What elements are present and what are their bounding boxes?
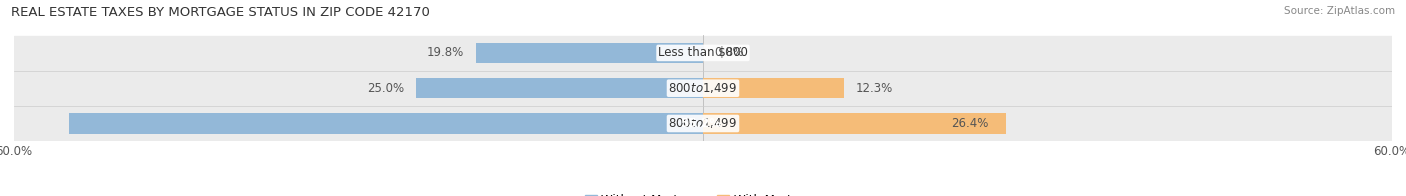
Bar [475,43,703,63]
Text: 19.8%: 19.8% [427,46,464,59]
Text: $800 to $1,499: $800 to $1,499 [668,116,738,131]
Bar [14,71,1392,105]
Bar [14,106,1392,141]
Text: REAL ESTATE TAXES BY MORTGAGE STATUS IN ZIP CODE 42170: REAL ESTATE TAXES BY MORTGAGE STATUS IN … [11,6,430,19]
Text: $800 to $1,499: $800 to $1,499 [668,81,738,95]
Text: 12.3%: 12.3% [856,82,893,95]
Text: 26.4%: 26.4% [952,117,988,130]
Bar [14,36,1392,70]
Bar [703,78,844,98]
Text: 55.2%: 55.2% [681,117,721,130]
Bar [703,113,1007,134]
Text: 0.0%: 0.0% [714,46,744,59]
Legend: Without Mortgage, With Mortgage: Without Mortgage, With Mortgage [581,189,825,196]
Text: 25.0%: 25.0% [367,82,405,95]
Text: Source: ZipAtlas.com: Source: ZipAtlas.com [1284,6,1395,16]
Bar [416,78,703,98]
Bar [69,113,703,134]
Text: Less than $800: Less than $800 [658,46,748,59]
